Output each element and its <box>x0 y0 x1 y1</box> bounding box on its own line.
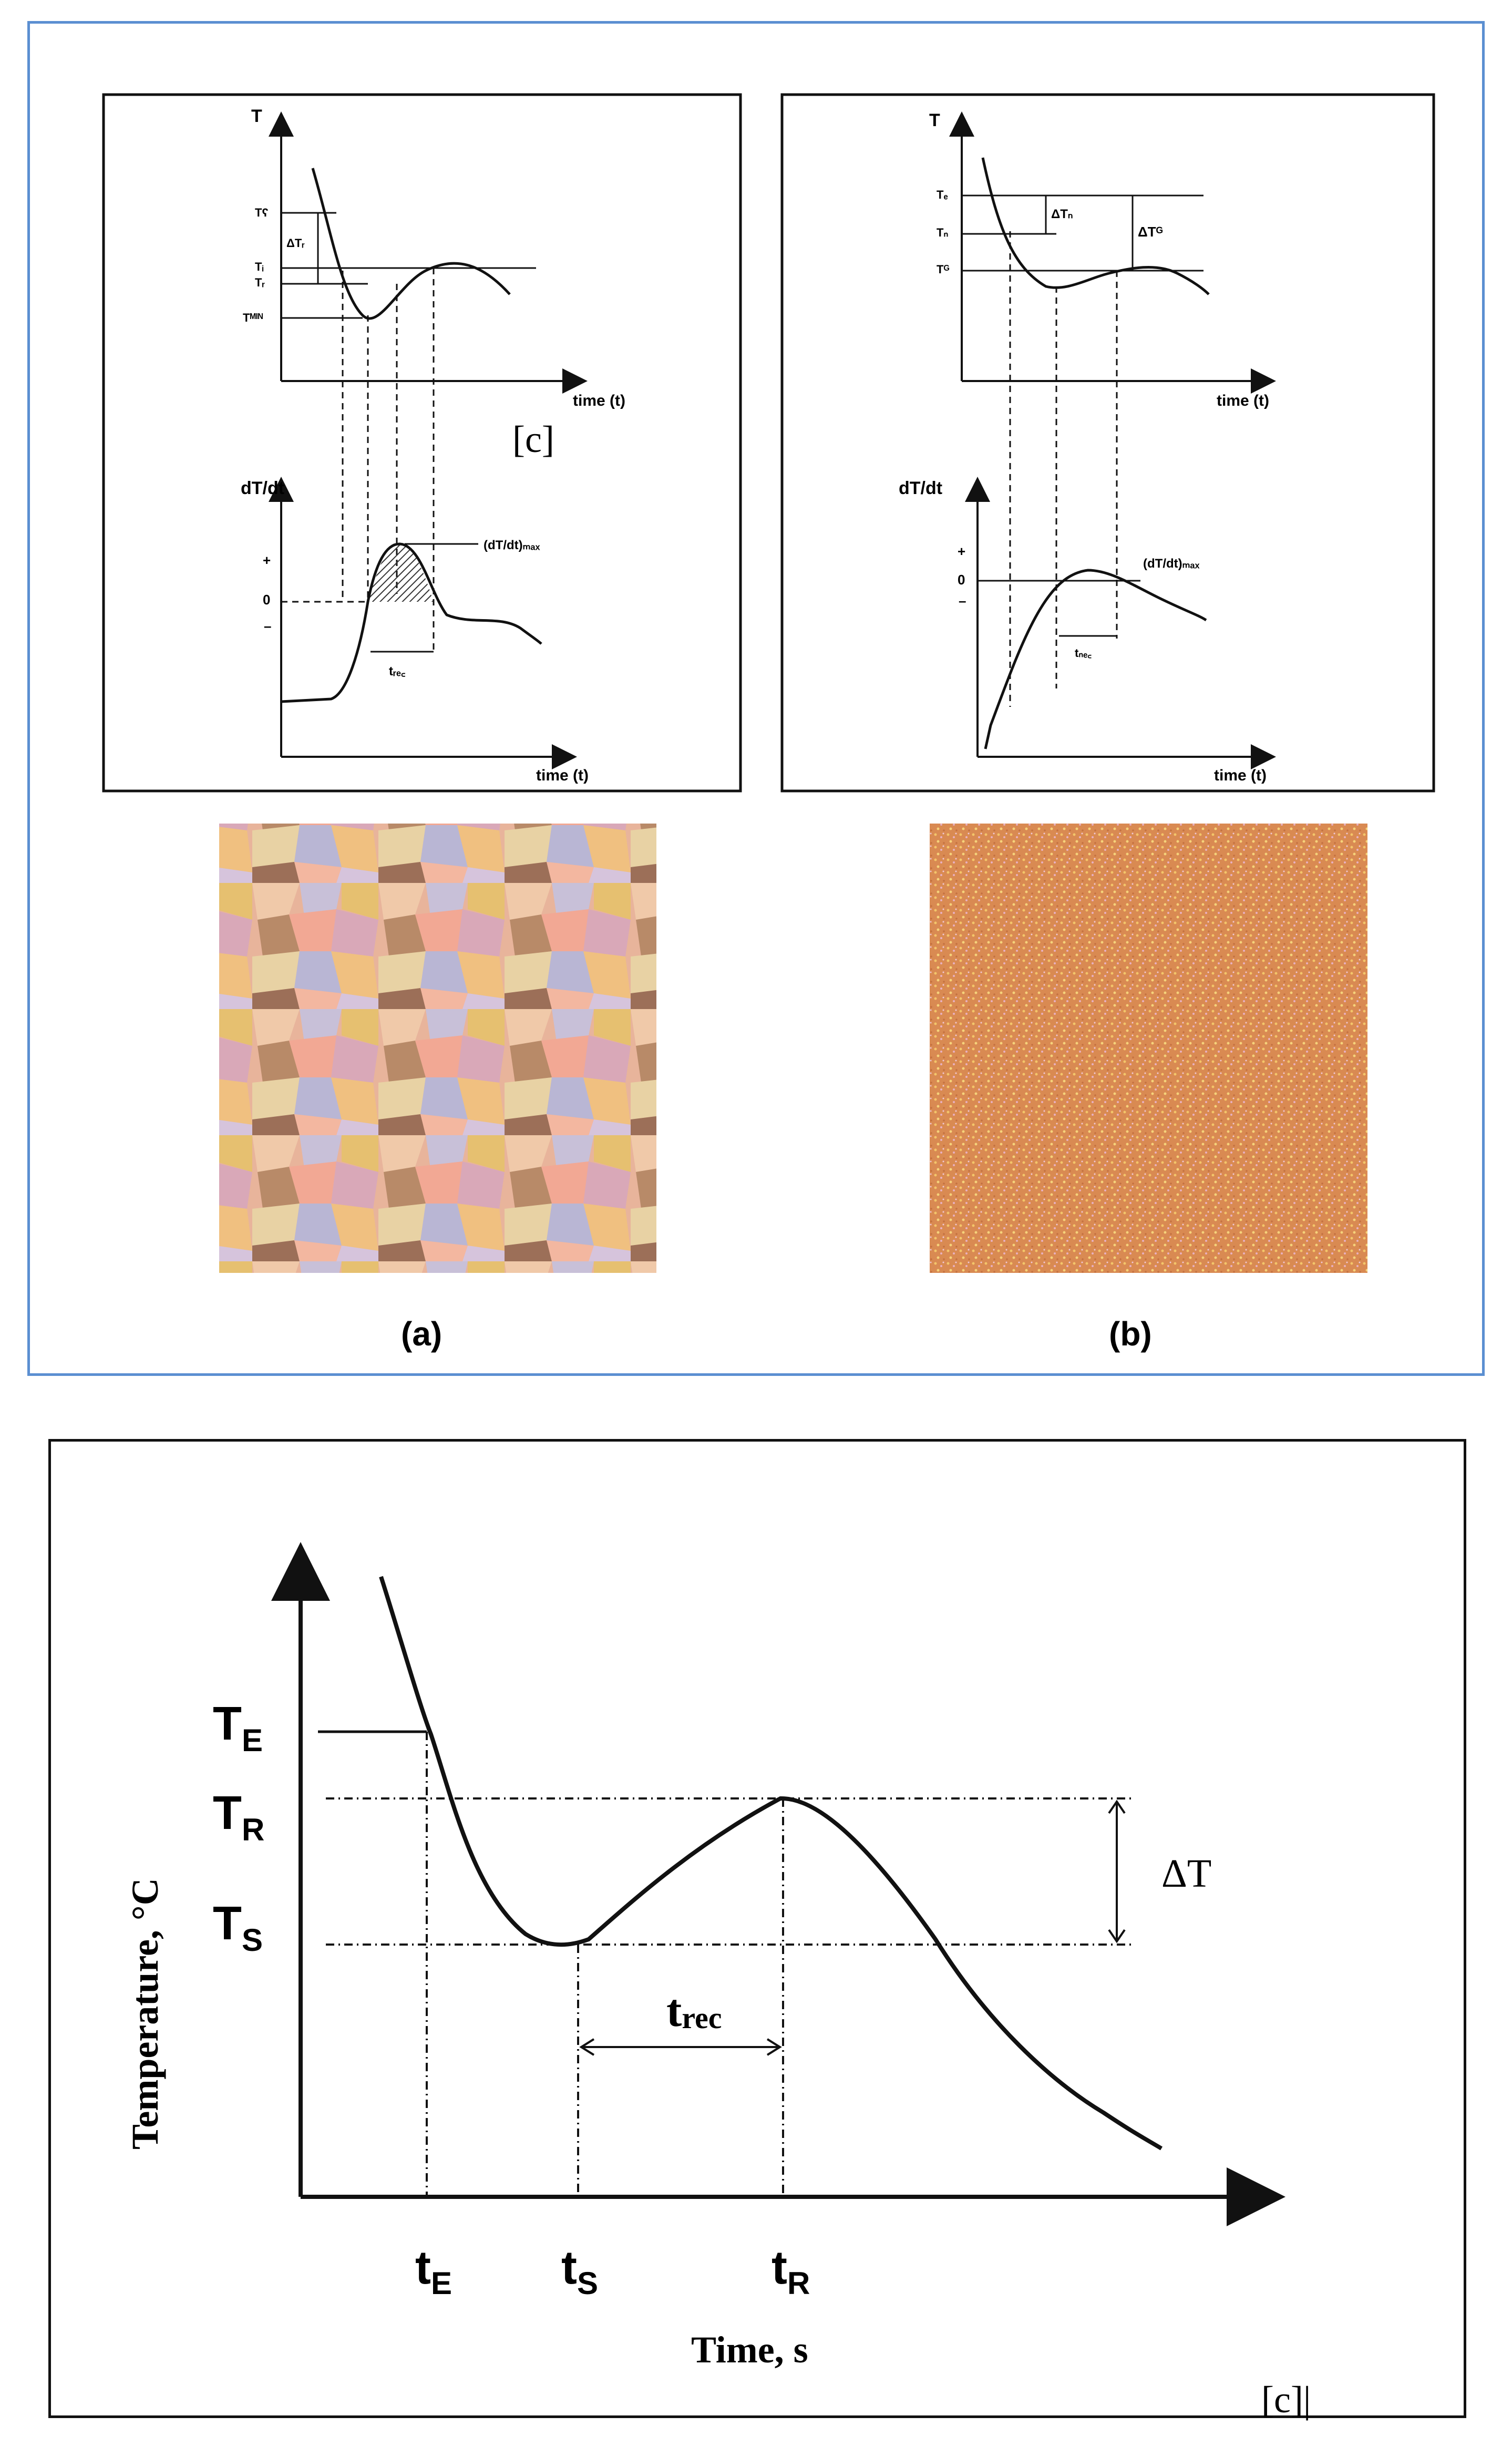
panel-b-lower-axes <box>965 477 1276 769</box>
panel-b-delta-n: ΔTₙ <box>1051 207 1073 221</box>
panel-a-lower-x-label: time (t) <box>536 767 589 784</box>
panel-a-max-label: (dT/dt)ₘₐₓ <box>484 538 540 552</box>
top-figure-frame <box>27 21 1485 1376</box>
panel-b-level-2: Tₙ <box>937 226 948 239</box>
panel-b-level-3: Tᴳ <box>937 263 949 276</box>
panel-b-lower-x-label: time (t) <box>1214 767 1267 784</box>
panel-a-upper-x-label: time (t) <box>573 392 625 409</box>
caption-a: (a) <box>401 1315 442 1353</box>
panel-a-level-1: Tʕ <box>255 206 269 219</box>
panel-a-hatched-area <box>368 544 434 602</box>
panel-b-upper-x-label: time (t) <box>1217 392 1269 409</box>
coarse-grain-micrograph <box>219 824 656 1273</box>
panel-a-level-lines <box>281 212 536 319</box>
panel-b-tnec-label: tₙₑ꜀ <box>1075 646 1092 660</box>
panel-a-lower-axes <box>269 477 577 769</box>
panel-a-sign-minus: – <box>264 618 271 634</box>
panel-b-cooling-curve <box>981 157 1210 295</box>
panel-a-delta-label: ΔTᵣ <box>286 236 305 250</box>
panel-b-sign-zero: 0 <box>958 572 965 588</box>
panel-b-derivative-guides <box>978 580 1140 637</box>
top-figure: T time (t) Tʕ Tᵢ Tᵣ Tᴹᴵᴺ ΔTᵣ [c] dT/dt t… <box>102 93 1435 1353</box>
panel-b-lower-y-label: dT/dt <box>899 478 942 498</box>
panel-a-derivative-guides <box>281 543 478 653</box>
panel-a-dashed-verticals <box>342 268 435 652</box>
panel-a-level-3: Tᵣ <box>255 276 265 289</box>
panel-a-upper-axes <box>269 111 588 394</box>
fine-grain-micrograph <box>930 824 1367 1273</box>
panel-a-lower-y-label: dT/dt <box>241 478 284 498</box>
panel-a-level-2: Tᵢ <box>255 260 264 273</box>
panel-a-cooling-curve <box>311 168 511 320</box>
panel-b-level-1: Tₑ <box>937 188 948 201</box>
panel-b-max-label: (dT/dt)ₘₐₓ <box>1143 557 1200 571</box>
panel-b-sign-minus: – <box>959 593 966 609</box>
panel-b-sign-plus: + <box>958 543 965 559</box>
panel-a-frame <box>102 93 742 793</box>
panel-b-delta-g: ΔTᴳ <box>1138 224 1163 240</box>
panel-b-frame <box>780 93 1435 793</box>
panel-a-upper-y-label: T <box>251 106 262 126</box>
panel-b-dashed-verticals <box>1009 231 1118 707</box>
panel-a-sign-zero: 0 <box>263 592 270 608</box>
panel-a-level-4: Tᴹᴵᴺ <box>243 311 263 324</box>
panel-b-level-lines <box>962 194 1204 272</box>
panel-a-citation: [c] <box>512 418 554 460</box>
panel-a-derivative-curve <box>281 542 542 703</box>
panel-b-upper-y-label: T <box>929 110 940 130</box>
bottom-figure-frame <box>48 1439 1466 2418</box>
caption-b: (b) <box>1109 1315 1152 1353</box>
panel-a-trec-label: tᵣₑ꜀ <box>389 664 405 678</box>
panel-b-derivative-curve <box>984 569 1207 749</box>
panel-a-sign-plus: + <box>263 552 271 568</box>
